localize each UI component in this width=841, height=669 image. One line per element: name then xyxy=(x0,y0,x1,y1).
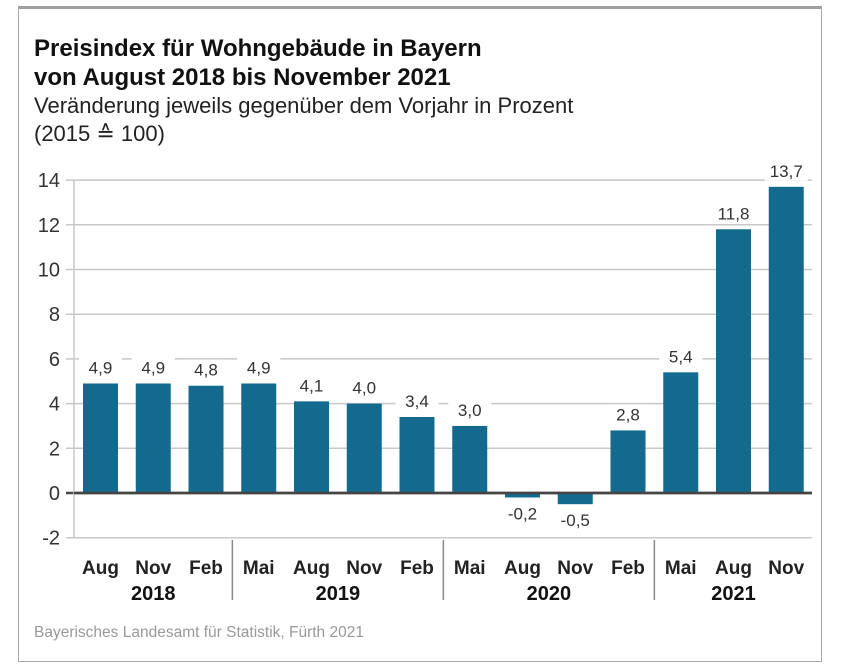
y-tick-label: 8 xyxy=(49,304,60,326)
value-label: -0,2 xyxy=(508,504,537,523)
chart-title: Preisindex für Wohngebäude in Bayern von… xyxy=(34,34,482,92)
value-label-bg xyxy=(131,357,175,378)
value-label: 4,8 xyxy=(194,361,218,380)
value-label: 4,9 xyxy=(247,358,271,377)
x-tick-label: Aug xyxy=(504,558,541,579)
x-tick-label: Mai xyxy=(243,558,275,579)
value-label: 11,8 xyxy=(718,204,750,223)
value-label-bg xyxy=(659,346,703,367)
bar xyxy=(768,186,804,493)
bar xyxy=(188,385,224,493)
x-tick-label: Feb xyxy=(189,558,223,579)
bar xyxy=(557,493,593,505)
year-label: 2021 xyxy=(711,583,756,605)
y-tick-label: 4 xyxy=(49,394,60,416)
value-label: 13,7 xyxy=(770,162,803,181)
x-tick-label: Mai xyxy=(454,558,486,579)
value-label: -0,5 xyxy=(561,511,590,530)
value-label-bg xyxy=(606,404,650,425)
value-label-bg xyxy=(342,377,386,398)
chart-subtitle: Veränderung jeweils gegenüber dem Vorjah… xyxy=(34,92,573,148)
value-label-bg xyxy=(712,203,755,224)
x-tick-label: Nov xyxy=(346,558,382,579)
value-label-bg xyxy=(290,375,333,396)
y-tick-label: 2 xyxy=(49,438,60,460)
bar xyxy=(241,383,277,493)
bar xyxy=(716,229,751,493)
x-tick-label: Nov xyxy=(768,558,804,579)
value-label: 4,0 xyxy=(352,379,376,398)
x-tick-label: Aug xyxy=(715,558,752,579)
x-tick-label: Aug xyxy=(293,558,330,579)
y-tick-label: 0 xyxy=(49,483,60,505)
value-label-bg xyxy=(501,503,544,524)
x-tick-label: Feb xyxy=(611,558,645,579)
value-label: 3,4 xyxy=(405,392,429,411)
value-label: 4,9 xyxy=(89,358,113,377)
subtitle-line-1: Veränderung jeweils gegenüber dem Vorjah… xyxy=(34,93,574,118)
value-label-bg xyxy=(79,357,122,378)
y-tick-label: -2 xyxy=(42,528,60,550)
bar xyxy=(346,403,382,493)
y-tick-label: 12 xyxy=(38,215,60,237)
y-tick-label: 14 xyxy=(38,170,60,192)
value-label-bg xyxy=(764,160,808,181)
x-tick-label: Feb xyxy=(400,558,434,579)
bar xyxy=(610,430,646,493)
y-tick-label: 10 xyxy=(38,260,60,282)
value-label-bg xyxy=(395,391,439,412)
x-tick-label: Nov xyxy=(557,558,593,579)
value-label-bg xyxy=(553,510,597,531)
value-label: 3,0 xyxy=(458,401,482,420)
year-label: 2018 xyxy=(131,583,176,605)
value-label: 2,8 xyxy=(616,405,640,424)
value-label: 5,4 xyxy=(669,347,693,366)
value-label-bg xyxy=(237,357,281,378)
bar xyxy=(452,425,488,493)
x-tick-label: Nov xyxy=(135,558,171,579)
bar xyxy=(663,372,699,493)
subtitle-line-2: (2015 ≙ 100) xyxy=(34,121,165,146)
chart-frame xyxy=(18,6,822,662)
value-label: 4,9 xyxy=(141,358,165,377)
bar xyxy=(505,493,540,498)
year-label: 2019 xyxy=(316,583,361,605)
value-label: 4,1 xyxy=(300,376,324,395)
bar xyxy=(294,401,329,493)
x-tick-label: Aug xyxy=(82,558,119,579)
value-label-bg xyxy=(184,359,228,380)
bar xyxy=(135,383,171,493)
title-line-1: Preisindex für Wohngebäude in Bayern xyxy=(34,35,482,62)
y-tick-label: 6 xyxy=(49,349,60,371)
x-tick-label: Mai xyxy=(665,558,697,579)
bar xyxy=(399,417,435,493)
title-line-2: von August 2018 bis November 2021 xyxy=(34,64,451,91)
year-label: 2020 xyxy=(527,583,572,605)
value-label-bg xyxy=(448,399,492,420)
bar xyxy=(83,383,118,493)
source-note: Bayerisches Landesamt für Statistik, Für… xyxy=(34,624,364,641)
